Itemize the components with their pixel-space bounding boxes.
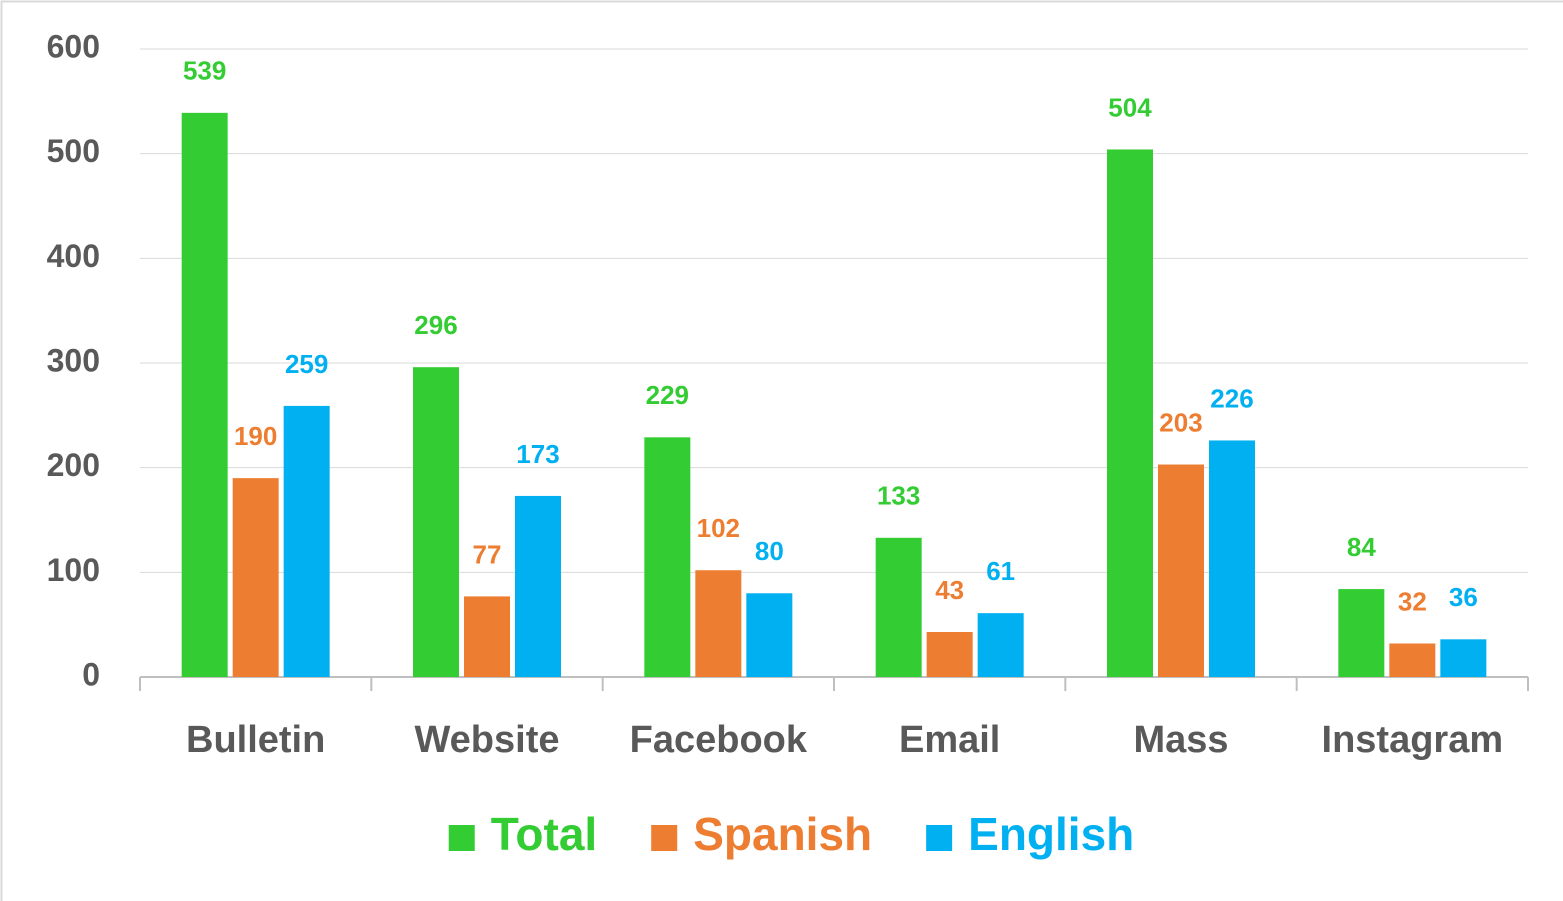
y-tick-label: 500	[47, 133, 100, 169]
x-tick-label: Mass	[1133, 719, 1228, 761]
data-label: 77	[473, 539, 502, 569]
bar	[644, 437, 691, 677]
x-tick-label: Instagram	[1322, 719, 1504, 761]
data-label: 539	[183, 56, 226, 86]
data-label: 102	[697, 513, 740, 543]
bar	[1389, 643, 1436, 677]
bar	[1440, 639, 1487, 677]
legend-swatch	[448, 825, 475, 851]
y-tick-label: 600	[47, 28, 100, 64]
bar	[1338, 589, 1385, 677]
bar	[181, 112, 228, 677]
legend-swatch	[926, 825, 953, 851]
x-tick-label: Facebook	[630, 719, 808, 761]
data-label: 84	[1347, 532, 1376, 562]
y-tick-label: 200	[47, 447, 100, 483]
data-label: 80	[755, 536, 784, 566]
bar	[695, 570, 742, 677]
y-tick-label: 100	[47, 552, 100, 588]
data-label: 259	[285, 349, 328, 379]
legend-swatch	[651, 825, 678, 851]
data-label: 36	[1449, 582, 1478, 612]
y-tick-label: 300	[47, 342, 100, 378]
bar	[413, 367, 459, 677]
bar	[977, 613, 1024, 677]
data-label: 190	[234, 421, 277, 451]
data-label: 203	[1159, 407, 1202, 437]
bar	[875, 537, 922, 677]
x-tick-label: Bulletin	[186, 719, 325, 761]
x-tick-label: Email	[899, 719, 1000, 761]
bar	[1158, 464, 1204, 677]
bar	[232, 478, 279, 677]
bar	[515, 495, 561, 677]
bar	[1209, 440, 1255, 677]
data-label: 296	[414, 310, 457, 340]
x-tick-label: Website	[414, 719, 559, 761]
data-label: 32	[1398, 586, 1427, 616]
data-label: 504	[1108, 92, 1152, 122]
data-label: 226	[1210, 383, 1253, 413]
y-tick-label: 0	[82, 656, 100, 692]
bar	[926, 631, 973, 677]
data-label: 229	[646, 380, 689, 410]
legend-label: English	[968, 808, 1134, 860]
data-label: 61	[986, 556, 1015, 586]
bar	[283, 405, 330, 677]
bar	[464, 596, 510, 677]
data-label: 43	[935, 575, 964, 605]
data-label: 173	[516, 439, 559, 469]
data-label: 133	[877, 481, 920, 511]
bar	[746, 593, 793, 677]
bar	[1107, 149, 1153, 678]
legend-label: Spanish	[693, 808, 872, 860]
y-tick-label: 400	[47, 238, 100, 274]
legend-label: Total	[491, 808, 597, 860]
